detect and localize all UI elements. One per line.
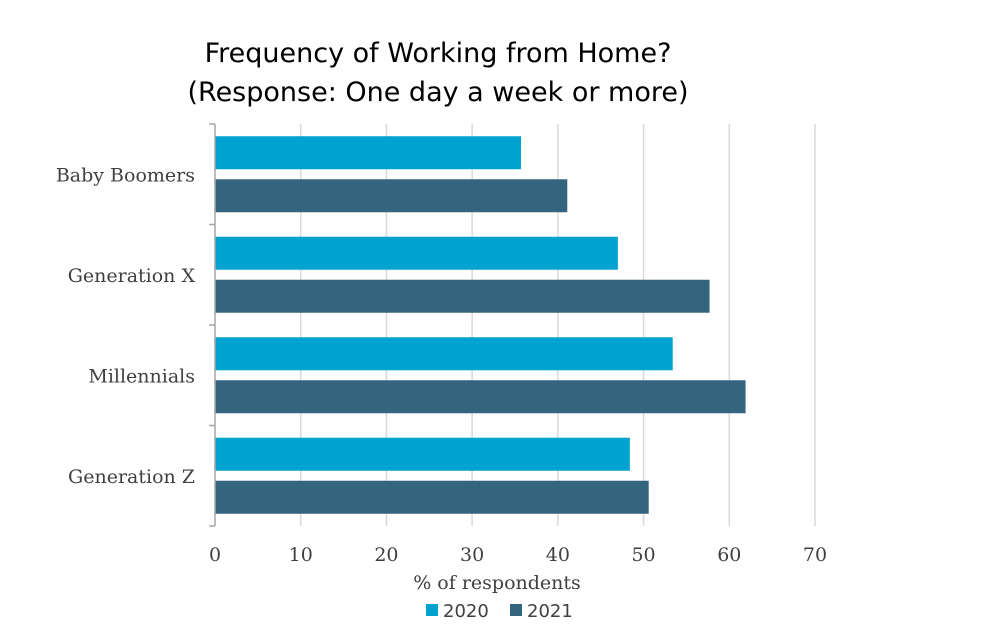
bar-baby-boomers-2021 (215, 179, 568, 213)
bar-generation-z-2020 (215, 437, 630, 471)
x-tick-label: 70 (803, 544, 827, 566)
legend: 2020 2021 (426, 601, 573, 622)
category-label: Baby Boomers (56, 164, 195, 186)
x-tick-label: 30 (460, 544, 484, 566)
legend-swatch-2021 (510, 604, 522, 616)
value-axis: 0 10 20 30 40 50 60 70 (209, 544, 827, 566)
chart-title-line-2: (Response: One day a week or more) (187, 77, 688, 108)
category-axis: Baby Boomers Generation X Millennials Gener… (56, 123, 216, 527)
x-tick-label: 40 (546, 544, 570, 566)
bar-millennials-2020 (215, 337, 673, 371)
legend-swatch-2020 (426, 604, 438, 616)
bar-millennials-2021 (215, 380, 746, 414)
category-label: Millennials (88, 365, 195, 387)
x-axis-title: % of respondents (413, 572, 581, 594)
chart-title-line-1: Frequency of Working from Home? (205, 38, 672, 69)
category-label: Generation Z (68, 466, 195, 488)
x-tick-label: 20 (374, 544, 398, 566)
x-tick-label: 50 (631, 544, 655, 566)
x-tick-label: 60 (717, 544, 741, 566)
x-tick-label: 10 (289, 544, 313, 566)
bar-generation-z-2021 (215, 480, 649, 514)
bar-generation-x-2020 (215, 236, 618, 270)
legend-label-2020: 2020 (443, 601, 489, 622)
category-label: Generation X (68, 265, 196, 287)
x-tick-label: 0 (209, 544, 221, 566)
bars (215, 136, 746, 514)
bar-generation-x-2021 (215, 279, 710, 313)
chart-title: Frequency of Working from Home? (Respons… (187, 38, 688, 108)
bar-baby-boomers-2020 (215, 136, 521, 170)
legend-label-2021: 2021 (527, 601, 573, 622)
